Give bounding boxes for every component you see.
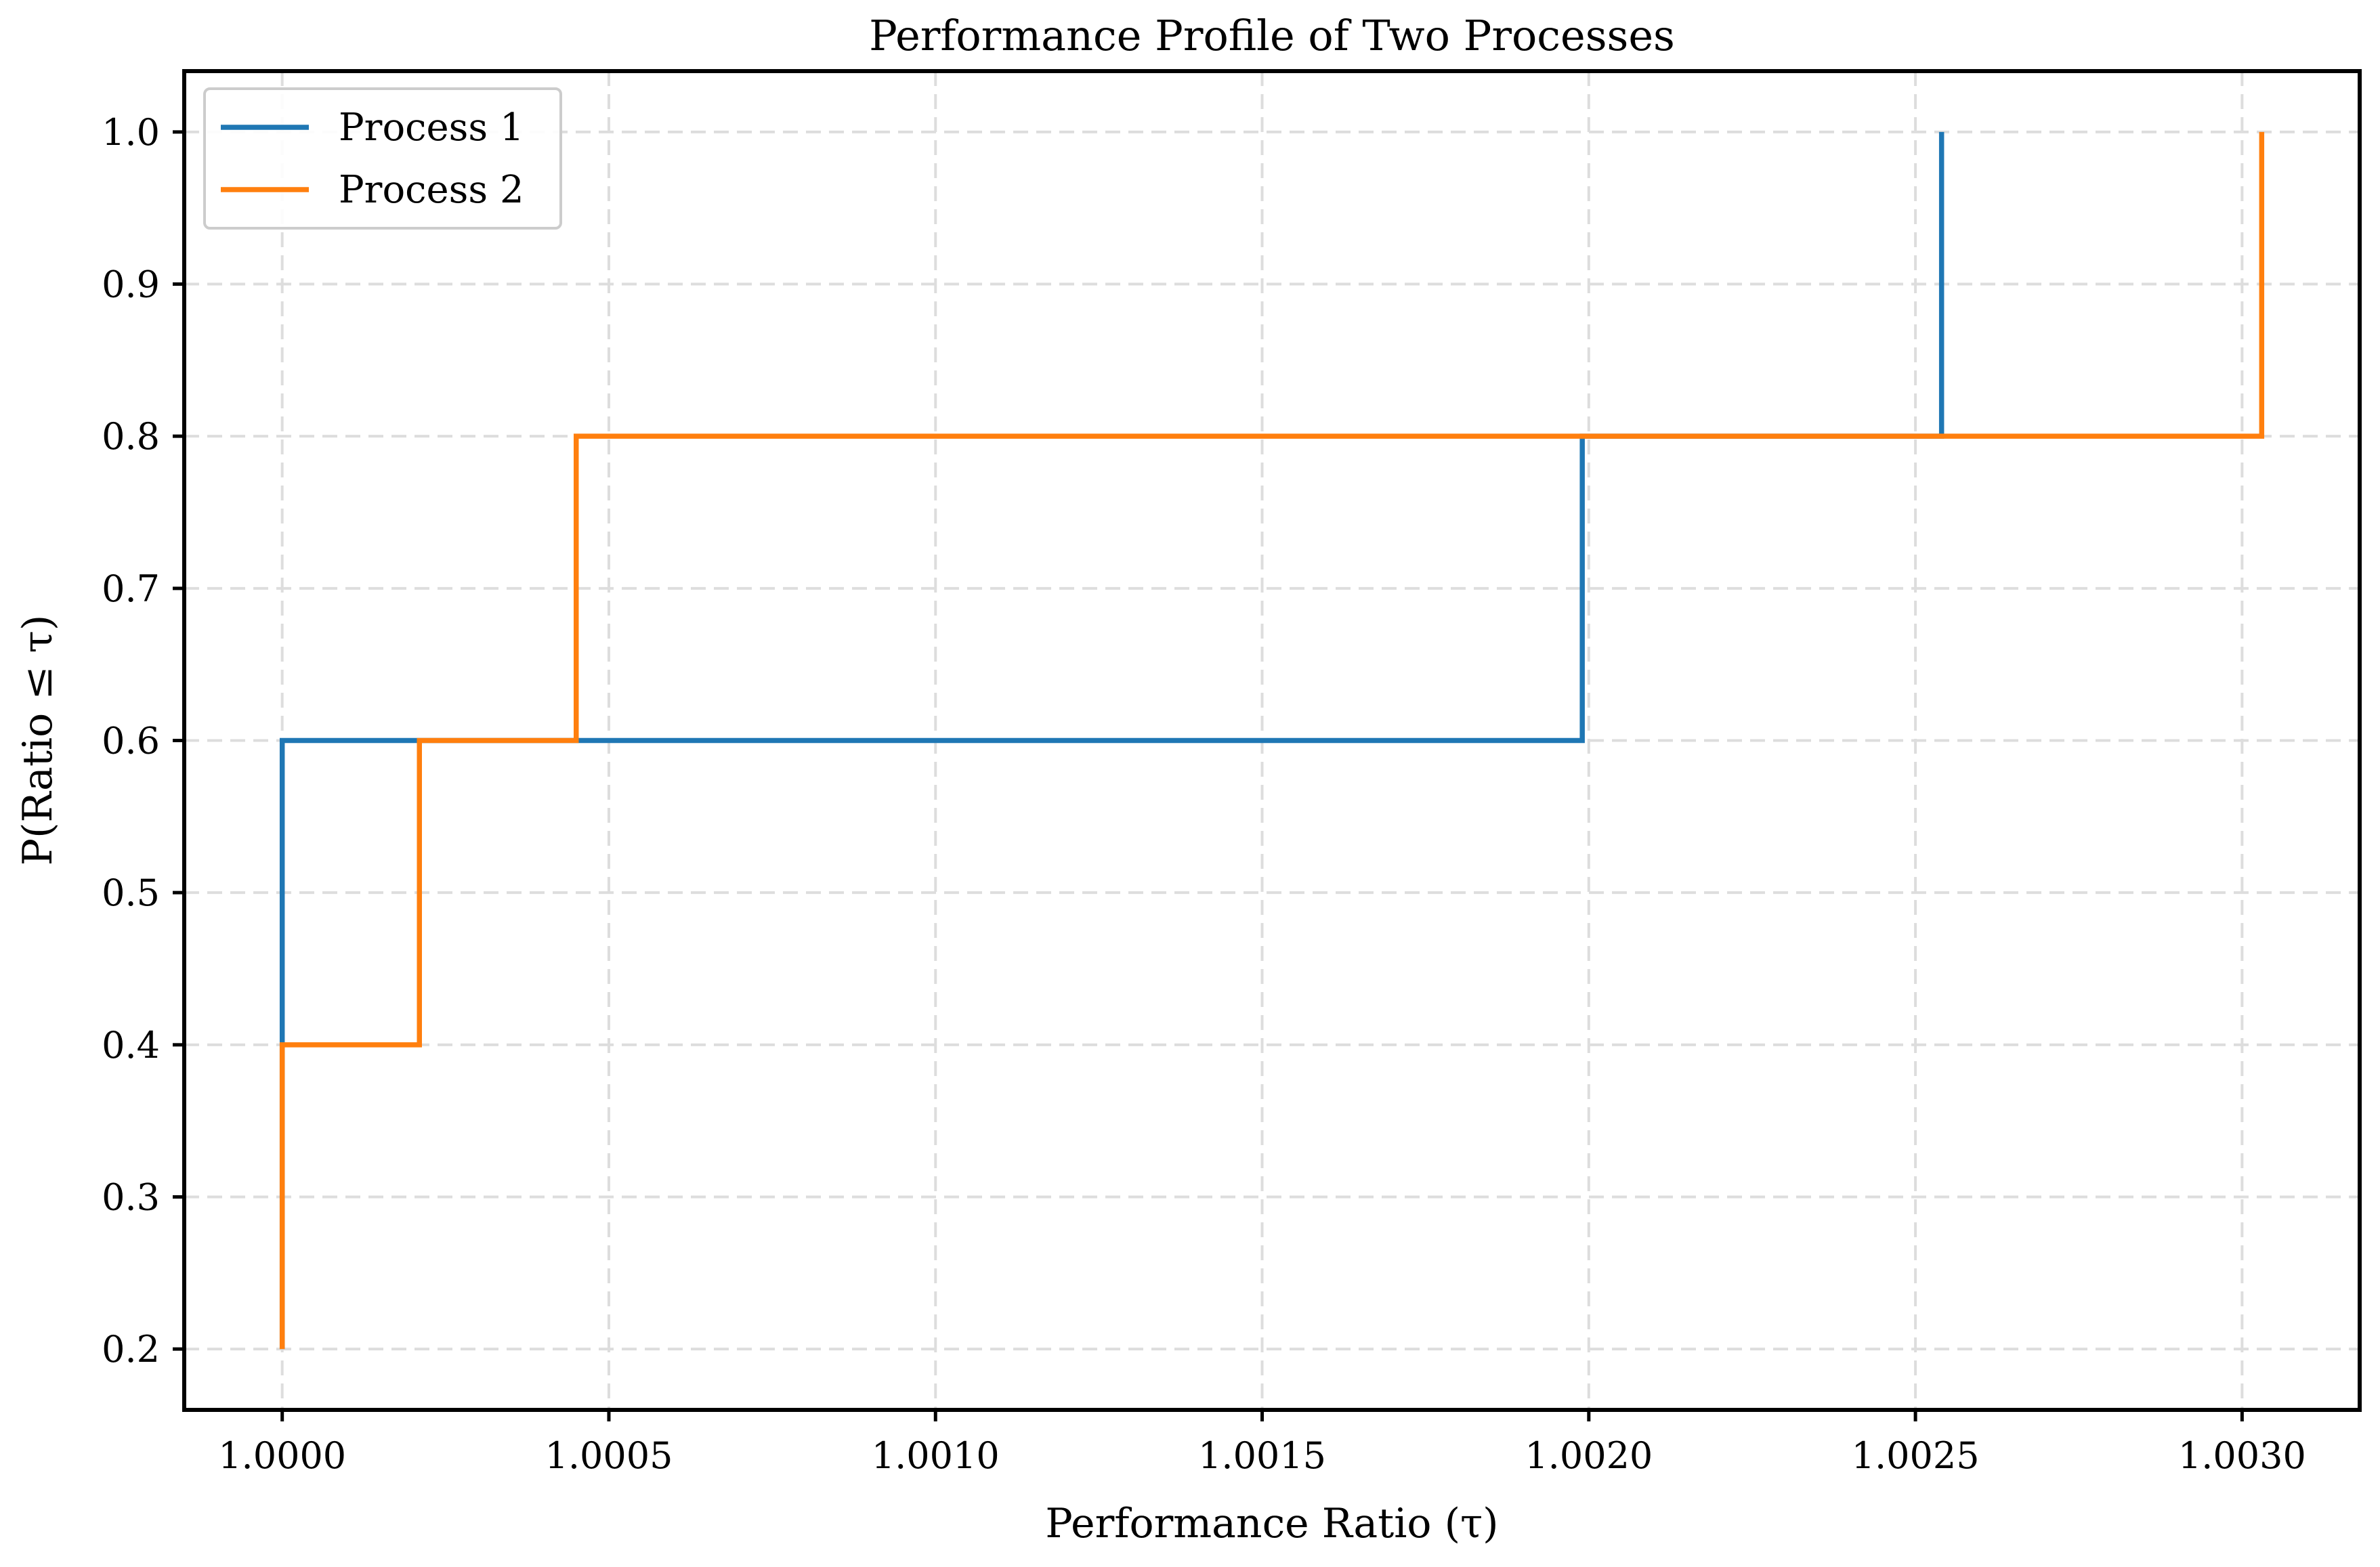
x-tick-label: 1.0030 (2178, 1434, 2306, 1477)
chart-title: Performance Profile of Two Processes (869, 11, 1675, 60)
y-tick-label: 0.9 (102, 263, 160, 306)
tick-layer: 1.0000 1.0005 1.0010 1.0015 1.0020 1.0025 1.00… (102, 111, 2306, 1477)
x-tick-label: 1.0020 (1525, 1434, 1653, 1477)
y-tick-label: 0.3 (102, 1176, 160, 1218)
legend: Process 1 Process 2 (203, 87, 562, 230)
y-tick-label: 0.8 (102, 415, 160, 458)
y-tick-label: 0.7 (102, 567, 160, 610)
legend-label-1: Process 1 (339, 106, 524, 150)
x-tick-label: 1.0015 (1198, 1434, 1326, 1477)
y-tick-label: 0.6 (102, 720, 160, 763)
y-tick-label: 0.5 (102, 872, 160, 914)
y-tick-label: 0.4 (102, 1024, 160, 1067)
series-layer (279, 131, 2265, 1350)
series-line-2 (279, 131, 2265, 1350)
x-tick-label: 1.0005 (545, 1434, 673, 1477)
x-tick-label: 1.0000 (218, 1434, 346, 1477)
y-tick-label: 0.2 (102, 1328, 160, 1371)
legend-box (203, 87, 562, 230)
x-tick-label: 1.0010 (872, 1434, 1000, 1477)
y-axis-label: P(Ratio ≤ τ) (14, 615, 62, 866)
x-tick-label: 1.0025 (1852, 1434, 1980, 1477)
legend-label-2: Process 2 (339, 168, 524, 212)
x-axis-label: Performance Ratio (τ) (1045, 1500, 1498, 1547)
y-tick-label: 1.0 (102, 111, 160, 154)
